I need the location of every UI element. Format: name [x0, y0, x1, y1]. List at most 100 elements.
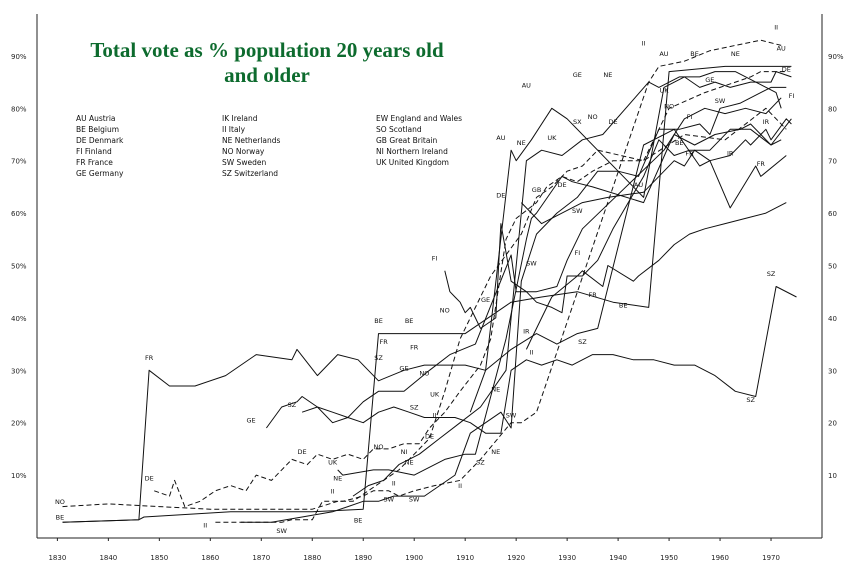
series-label: NE [603, 71, 612, 79]
key-entry: GB Great Britain [376, 136, 438, 145]
y-tick-label-right: 20 [828, 420, 837, 428]
series-label: NO [419, 370, 429, 378]
key-entry: DE Denmark [76, 136, 124, 145]
key-entry: NE Netherlands [222, 136, 281, 145]
series-line-no [62, 107, 787, 510]
key-entry: SZ Switzerland [222, 169, 278, 178]
key-entry: UK United Kingdom [376, 158, 449, 167]
series-label: BE [675, 139, 684, 147]
series-label: II [642, 39, 646, 47]
x-tick-label: 1910 [456, 554, 474, 562]
chart-title-line-2: and older [224, 63, 310, 87]
series-label: DE [145, 474, 154, 482]
y-tick-label-right: 50 [828, 263, 837, 271]
series-label: BE [354, 516, 363, 524]
series-label: UK [328, 459, 338, 467]
series-label: BE [619, 301, 628, 309]
series-line-sz [301, 286, 797, 434]
series-label: II [203, 522, 207, 530]
y-tick-label-right: 60 [828, 210, 837, 218]
series-label: SZ [374, 354, 383, 362]
key-entry: FI Finland [76, 147, 112, 156]
key-entry: NI Northern Ireland [376, 147, 448, 156]
series-label: SW [526, 260, 537, 268]
series-line-de [154, 71, 787, 508]
series-label: SW [409, 495, 420, 503]
series-label: NO [440, 307, 450, 315]
series-label: AU [634, 181, 643, 189]
y-tick-label-left: 90% [11, 53, 27, 61]
series-line-ge [265, 97, 782, 429]
y-tick-label-left: 70% [11, 158, 27, 166]
series-line-sw [240, 86, 787, 523]
x-tick-labels: 1830 1840 1850 1860 1870 1880 1890 1900 1910 1920… [48, 538, 780, 562]
series-line-ir [525, 202, 787, 350]
series-label: DE [608, 118, 617, 126]
x-tick-label: 1860 [201, 554, 219, 562]
y-tick-label-right: 40 [828, 315, 837, 323]
series-line-fi [444, 128, 782, 329]
series-label: NO [664, 102, 674, 110]
series-label: DE [557, 181, 566, 189]
series-line-ne [352, 71, 782, 497]
y-tick-label-left: 10% [11, 472, 27, 480]
x-tick-label: 1840 [99, 554, 117, 562]
series-label: IR [523, 328, 530, 336]
series-line-ni [520, 118, 792, 225]
series-label: DE [425, 432, 434, 440]
series-label: SW [715, 97, 726, 105]
series-label: II [331, 487, 335, 495]
series-label: FR [379, 338, 388, 346]
key-entry: BE Belgium [76, 125, 119, 134]
series-label: NO [374, 443, 384, 451]
key-entry: II Italy [222, 125, 246, 134]
series-label: NE [491, 448, 500, 456]
series-label: II [774, 24, 778, 32]
series-label: NE [517, 139, 526, 147]
series-label: DE [496, 191, 505, 199]
x-tick-label: 1890 [354, 554, 372, 562]
series-label: NO [588, 113, 598, 121]
series-label: AU [659, 50, 668, 58]
series-label: UK [547, 134, 557, 142]
series-label: II [433, 411, 437, 419]
series-label: GB [532, 186, 542, 194]
x-tick-label: 1930 [558, 554, 576, 562]
series-label: SW [572, 207, 583, 215]
series-label: II [530, 349, 534, 357]
series-label: SZ [288, 401, 297, 409]
y-tick-label-left: 20% [11, 420, 27, 428]
y-tick-label-left: 30% [11, 367, 27, 375]
key-entry: FR France [76, 158, 113, 167]
series-label: NO [55, 498, 65, 506]
country-key: AU Austria BE Belgium DE Denmark FI Finland… [76, 114, 462, 178]
chart-axes [36, 14, 823, 539]
chart-title-line-1: Total vote as % population 20 years old [90, 38, 444, 62]
key-entry: GE Germany [76, 169, 124, 178]
series-label: UK [430, 391, 440, 399]
y-tick-label-right: 90% [828, 53, 844, 61]
y-tick-label-right: 70 [828, 158, 837, 166]
x-tick-label: 1870 [252, 554, 270, 562]
series-label: FI [574, 249, 580, 257]
series-label: AU [777, 45, 786, 53]
y-tick-label-left: 60% [11, 210, 27, 218]
x-tick-label: 1960 [711, 554, 729, 562]
x-tick-label: 1940 [609, 554, 627, 562]
series-label: SW [506, 411, 517, 419]
x-tick-label: 1920 [507, 554, 525, 562]
series-line-ii [215, 39, 782, 523]
series-label: FI [687, 113, 693, 121]
series-label: FR [410, 343, 419, 351]
series-label: SZ [767, 270, 776, 278]
series-label: NE [731, 50, 740, 58]
key-entry: IK Ireland [222, 114, 258, 123]
series-label: FR [588, 291, 597, 299]
series-label: NE [491, 385, 500, 393]
series-line-fr [62, 128, 787, 523]
series-label: BE [405, 317, 414, 325]
series-line-be [62, 65, 792, 523]
x-tick-label: 1830 [48, 554, 66, 562]
series-label: GE [247, 417, 256, 425]
series-label: BE [56, 514, 65, 522]
